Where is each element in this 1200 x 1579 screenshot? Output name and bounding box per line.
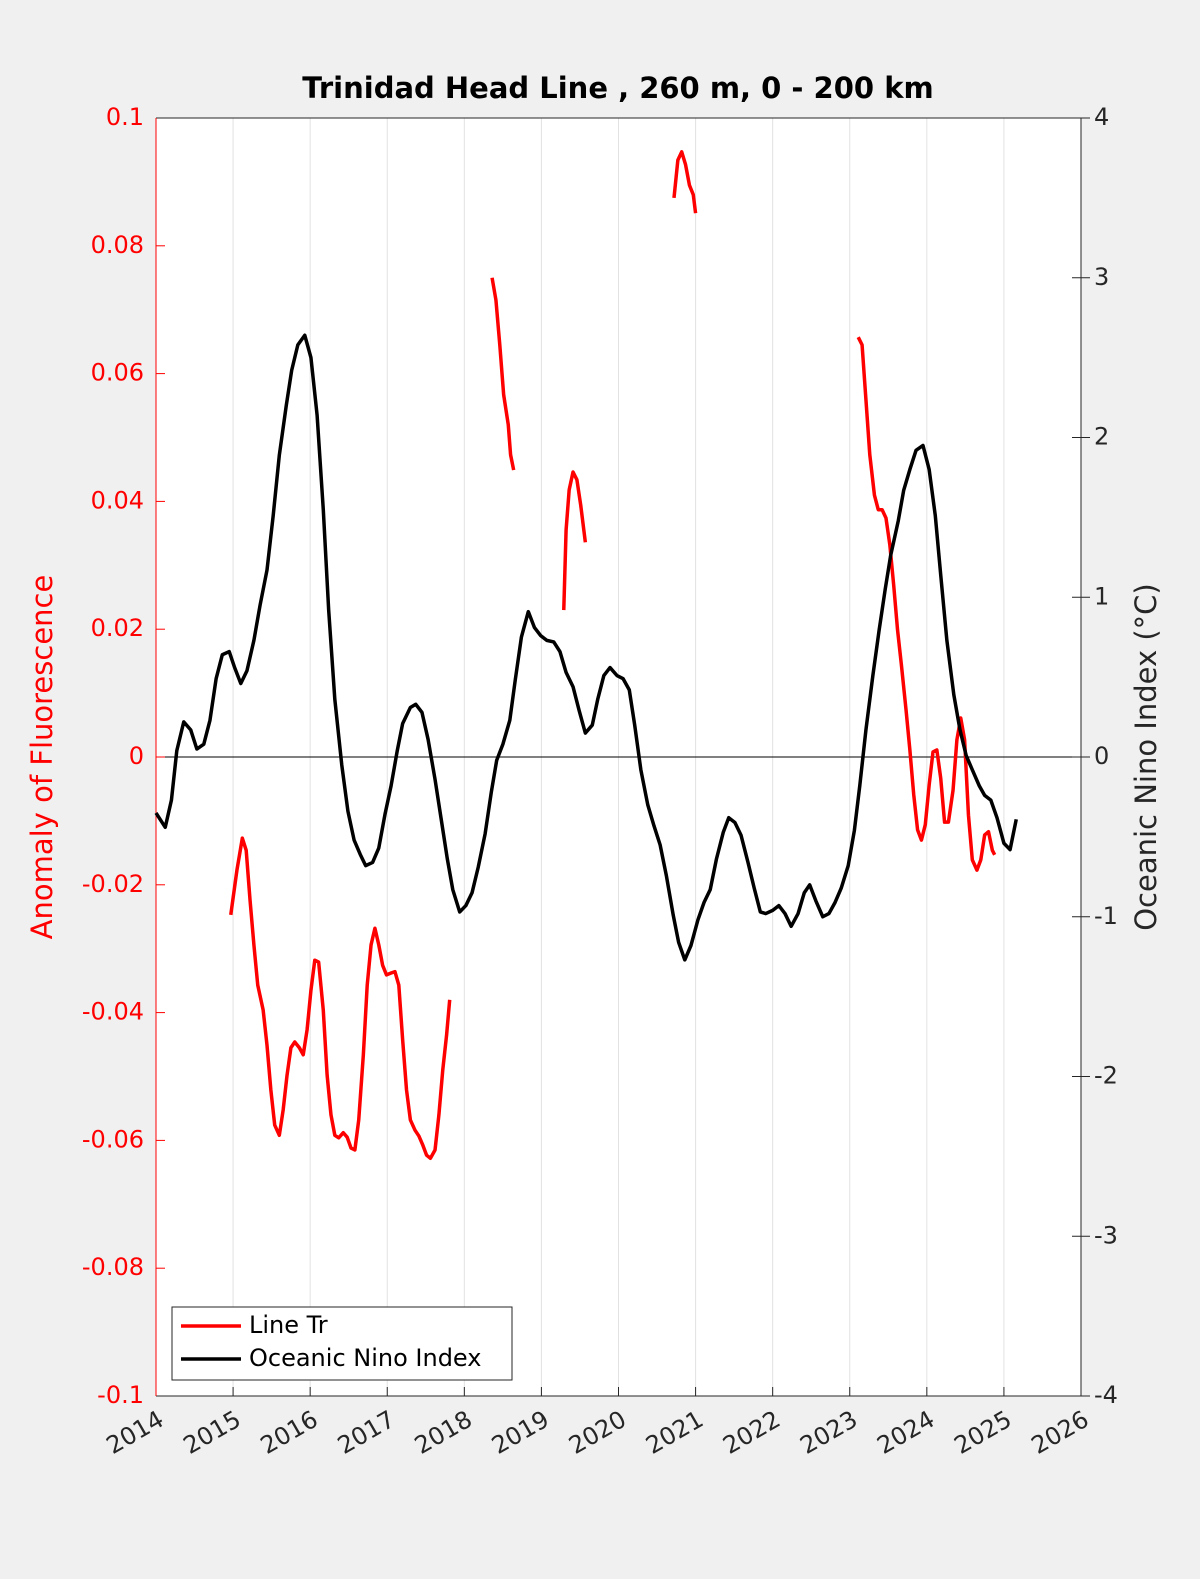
x-tick-label: 2018 [410, 1405, 477, 1460]
y2-axis-label: Oceanic Nino Index (°C) [1129, 583, 1163, 931]
legend-label: Line Tr [249, 1311, 328, 1339]
legend [171, 1306, 513, 1381]
y2-tick-label: -1 [1094, 902, 1118, 930]
y2-tick-label: 4 [1094, 103, 1109, 131]
x-tick-label: 2024 [872, 1405, 939, 1460]
y-tick-label: 0 [129, 742, 144, 770]
y-tick-label: -0.02 [82, 870, 144, 898]
x-tick-label: 2021 [641, 1405, 708, 1460]
y2-tick-label: 0 [1094, 742, 1109, 770]
x-tick-label: 2026 [1027, 1405, 1094, 1460]
y-tick-label: 0.06 [91, 359, 144, 387]
x-tick-label: 2020 [564, 1405, 631, 1460]
y2-tick-label: 2 [1094, 423, 1109, 451]
series-line [229, 150, 997, 1161]
y2-tick-label: -3 [1094, 1221, 1118, 1249]
y2-tick-label: -4 [1094, 1381, 1118, 1409]
y2-tick-label: -2 [1094, 1062, 1118, 1090]
y-tick-label: 0.02 [91, 614, 144, 642]
x-tick-label: 2014 [102, 1405, 169, 1460]
y-tick-label: -0.08 [82, 1253, 144, 1281]
y2-tick-label: 3 [1094, 263, 1109, 291]
x-tick-label: 2022 [718, 1405, 785, 1460]
x-tick-label: 2016 [256, 1405, 323, 1460]
x-tick-label: 2025 [950, 1405, 1017, 1460]
series-line [154, 333, 1018, 962]
x-tick-label: 2023 [795, 1405, 862, 1460]
x-tick-label: 2019 [487, 1405, 554, 1460]
y2-tick-label: 1 [1094, 582, 1109, 610]
y-tick-label: 0.04 [91, 486, 144, 514]
y-axis-label: Anomaly of Fluorescence [25, 575, 59, 940]
x-tick-label: 2017 [333, 1405, 400, 1460]
y-tick-label: -0.04 [82, 998, 144, 1026]
y-tick-label: -0.06 [82, 1125, 144, 1153]
legend-label: Oceanic Nino Index [249, 1344, 481, 1372]
x-tick-label: 2015 [179, 1405, 246, 1460]
chart-title: Trinidad Head Line , 260 m, 0 - 200 km [302, 71, 933, 105]
y-tick-label: 0.1 [106, 103, 144, 131]
y-tick-label: 0.08 [91, 231, 144, 259]
y-tick-label: -0.1 [97, 1381, 144, 1409]
